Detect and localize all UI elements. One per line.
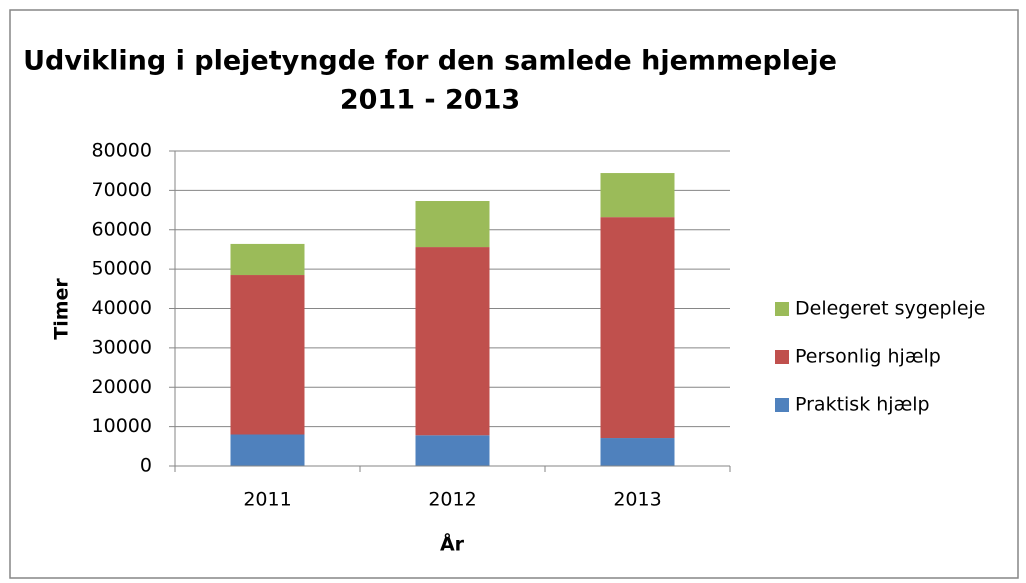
y-tick-label: 50000 — [92, 258, 152, 280]
legend-label: Delegeret sygepleje — [795, 298, 986, 320]
bar-segment — [230, 275, 305, 435]
y-tick-label: 60000 — [92, 218, 152, 240]
legend-swatch — [775, 302, 789, 316]
bar-segment — [600, 173, 675, 218]
legend-label: Personlig hjælp — [795, 346, 941, 368]
bar-segment — [600, 217, 675, 439]
bar-segment — [230, 434, 305, 466]
bar-segment — [415, 247, 490, 436]
x-axis-label: År — [440, 532, 465, 556]
bar-segment — [415, 435, 490, 466]
y-tick-label: 20000 — [92, 376, 152, 398]
y-tick-label: 10000 — [92, 415, 152, 437]
y-tick-label: 80000 — [92, 140, 152, 162]
bar-segment — [230, 243, 305, 276]
chart-border — [9, 9, 1019, 579]
y-tick-label: 30000 — [92, 336, 152, 358]
y-tick-label: 70000 — [92, 179, 152, 201]
x-tick-label: 2012 — [428, 489, 476, 511]
y-tick-label: 0 — [140, 455, 152, 477]
chart-title: 2011 - 2013 — [340, 85, 520, 116]
bar-segment — [600, 438, 675, 466]
legend-label: Praktisk hjælp — [795, 394, 930, 416]
chart-title: Udvikling i plejetyngde for den samlede … — [23, 46, 837, 77]
x-tick-label: 2013 — [613, 489, 661, 511]
x-tick-label: 2011 — [243, 489, 291, 511]
bar-segment — [415, 201, 490, 248]
legend-swatch — [775, 398, 789, 412]
legend-swatch — [775, 350, 789, 364]
y-tick-label: 40000 — [92, 297, 152, 319]
y-axis-label: Timer — [51, 278, 73, 340]
